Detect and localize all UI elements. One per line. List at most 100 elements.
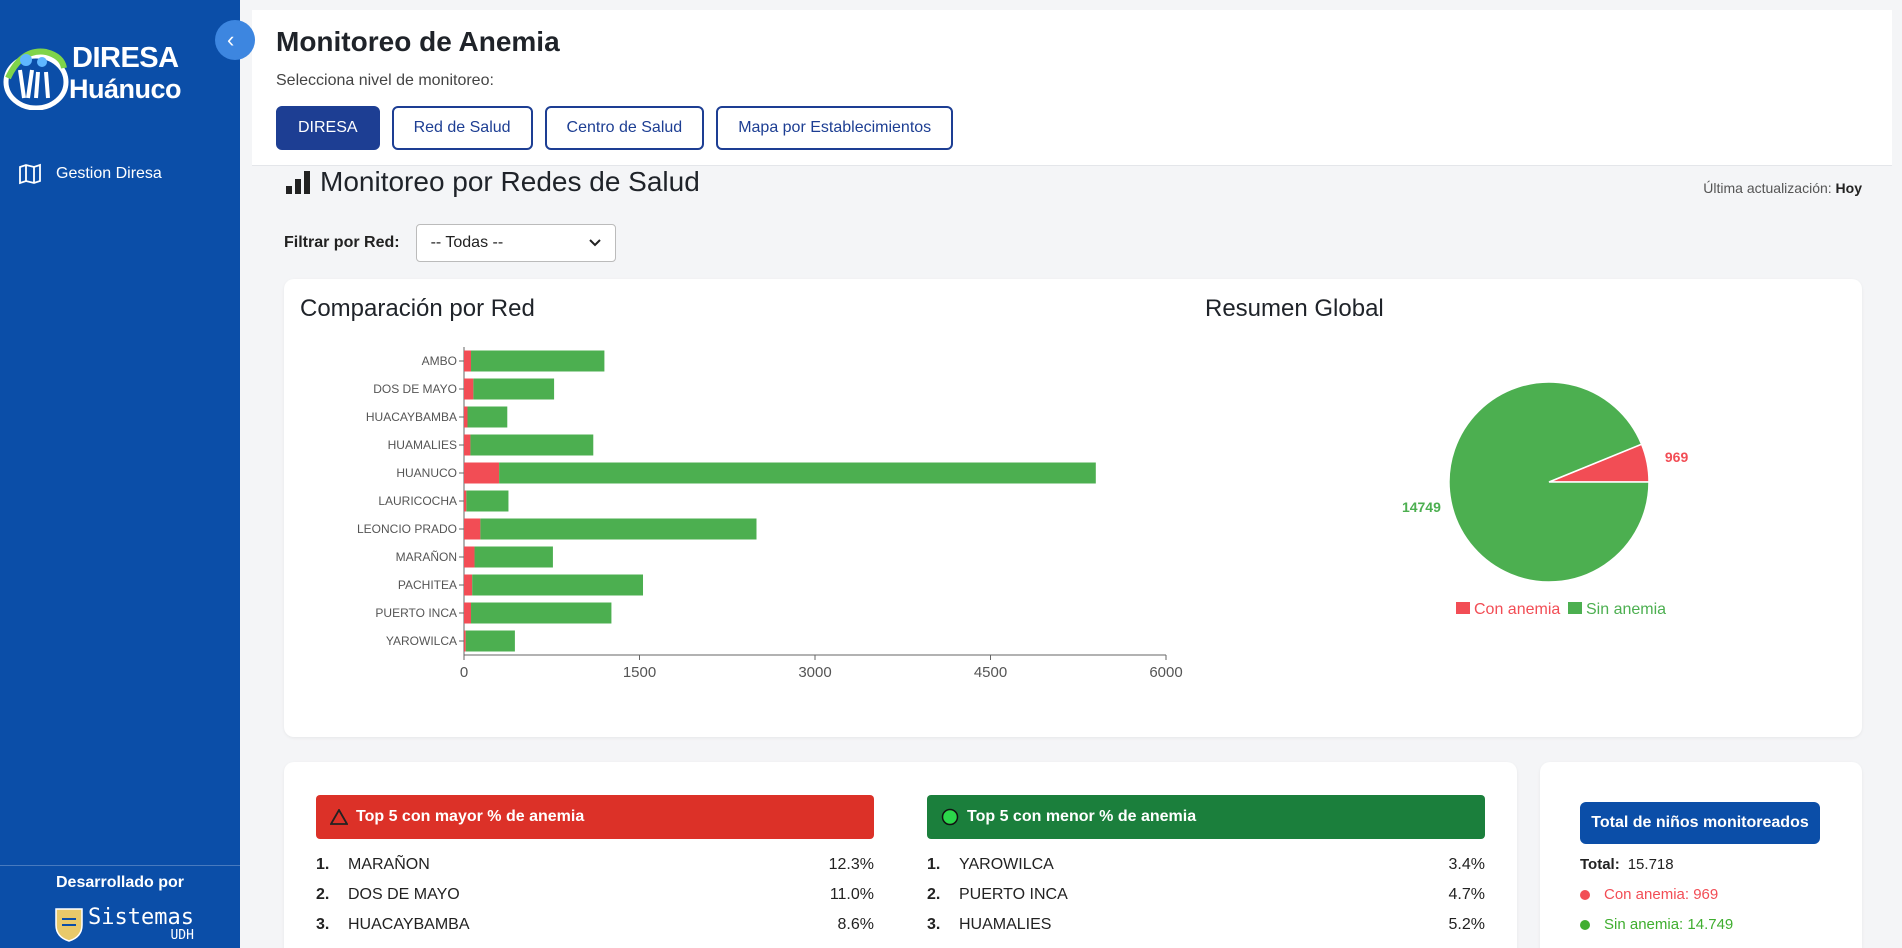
chevron-down-icon	[588, 239, 601, 247]
bar-sin-anemia[interactable]	[474, 546, 553, 568]
rank-name: YAROWILCA	[959, 856, 1054, 873]
pie-chart: 969 14749 Con anemia Sin anemia	[1402, 381, 1688, 618]
bar-con-anemia[interactable]	[464, 434, 471, 456]
total-label: Total:	[1580, 856, 1620, 873]
bar-chart: AMBO DOS DE MAYO HUACAYBAMBA HUAMALIES HUANU…	[357, 347, 1183, 681]
bar-con-anemia[interactable]	[464, 378, 474, 400]
y-tick-label: PACHITEA	[398, 578, 457, 592]
centro-de-salud-button[interactable]: Centro de Salud	[544, 106, 705, 150]
list-item: 3. HUAMALIES 5.2%	[927, 910, 1485, 940]
legend-label[interactable]: Sin anemia	[1586, 601, 1666, 618]
map-icon	[19, 163, 41, 185]
bar-sin-anemia[interactable]	[471, 350, 605, 372]
rank-value: 5.2%	[1448, 916, 1485, 933]
bar-sin-anemia[interactable]	[467, 406, 508, 428]
sin-anemia-dot-icon	[1580, 919, 1590, 930]
legend-swatch	[1568, 602, 1582, 614]
rank-number: 3.	[316, 916, 330, 933]
top-high-header: Top 5 con mayor % de anemia	[316, 795, 874, 839]
legend-label[interactable]: Con anemia	[1474, 601, 1560, 618]
y-tick-label: MARAÑON	[396, 550, 457, 564]
rank-name: DOS DE MAYO	[348, 886, 460, 903]
bar-sin-anemia[interactable]	[466, 490, 509, 512]
bar-sin-anemia[interactable]	[499, 462, 1096, 484]
bar-con-anemia[interactable]	[464, 546, 475, 568]
bar-sin-anemia[interactable]	[472, 574, 644, 596]
bar-con-anemia[interactable]	[464, 630, 466, 652]
total-anemia: Con anemia: 969	[1580, 886, 1718, 903]
list-item: 1. YAROWILCA 3.4%	[927, 850, 1485, 880]
bar-con-anemia[interactable]	[464, 574, 473, 596]
bar-chart-title: Comparación por Red	[300, 295, 535, 322]
last-updated-label: Última actualización:	[1703, 180, 1832, 196]
pie-data-label: 14749	[1402, 499, 1441, 515]
bar-con-anemia[interactable]	[464, 490, 467, 512]
bar-sin-anemia[interactable]	[471, 602, 612, 624]
bar-sin-anemia[interactable]	[480, 518, 757, 540]
rank-value: 12.3%	[828, 856, 874, 873]
sistemas-text: Sistemas	[88, 904, 194, 930]
list-item: 2. DOS DE MAYO 11.0%	[316, 880, 874, 910]
red-de-salud-button[interactable]: Red de Salud	[391, 106, 533, 150]
bar-sin-anemia[interactable]	[473, 378, 555, 400]
charts-card: Comparación por Red Resumen Global AMBO D…	[284, 279, 1862, 737]
y-tick-label: YAROWILCA	[386, 634, 457, 648]
totals-card: Total de niños monitoreados Total: 15.71…	[1540, 762, 1862, 948]
bar-con-anemia[interactable]	[464, 350, 472, 372]
last-updated-value: Hoy	[1835, 180, 1862, 196]
chevron-left-icon: ‹	[227, 27, 235, 52]
section-title-text: Monitoreo por Redes de Salud	[320, 166, 700, 197]
shield-icon	[55, 908, 83, 942]
red-filter-select[interactable]: -- Todas --	[415, 224, 616, 262]
rank-number: 1.	[927, 856, 941, 873]
total-sin-anemia-text: Sin anemia: 14.749	[1604, 916, 1734, 933]
x-tick-label: 4500	[974, 664, 1007, 681]
x-tick-label: 0	[460, 664, 468, 681]
y-tick-label: PUERTO INCA	[375, 606, 457, 620]
pie-chart-title: Resumen Global	[1205, 295, 1384, 322]
bar-con-anemia[interactable]	[464, 602, 472, 624]
y-tick-label: LAURICOCHA	[378, 494, 457, 508]
y-tick-label: HUAMALIES	[388, 438, 457, 452]
x-tick-label: 3000	[798, 664, 831, 681]
totals-header: Total de niños monitoreados	[1580, 802, 1820, 844]
bar-sin-anemia[interactable]	[465, 630, 515, 652]
top-low-header: Top 5 con menor % de anemia	[927, 795, 1485, 839]
page-title: Monitoreo de Anemia	[276, 26, 560, 57]
level-buttons: DIRESA Red de Salud Centro de Salud Mapa…	[276, 106, 954, 150]
mapa-establecimientos-button[interactable]: Mapa por Establecimientos	[716, 106, 954, 150]
bar-sin-anemia[interactable]	[470, 434, 594, 456]
filter-label: Filtrar por Red:	[284, 234, 400, 251]
total-sin-anemia: Sin anemia: 14.749	[1580, 916, 1733, 933]
pie-slice[interactable]	[1448, 381, 1650, 583]
collapse-sidebar-button[interactable]: ‹	[215, 20, 255, 60]
list-item: 3. HUACAYBAMBA 8.6%	[316, 910, 874, 940]
diresa-button[interactable]: DIRESA	[276, 106, 380, 150]
rank-number: 2.	[316, 886, 330, 903]
diresa-logo-icon	[3, 48, 69, 110]
last-updated: Última actualización: Hoy	[1703, 180, 1862, 196]
level-prompt: Selecciona nivel de monitoreo:	[276, 72, 494, 89]
bar-con-anemia[interactable]	[464, 462, 500, 484]
diresa-logo[interactable]: DIRESA Huánuco	[0, 32, 200, 112]
x-tick-label: 6000	[1149, 664, 1182, 681]
red-filter-value: -- Todas --	[430, 234, 504, 251]
rank-name: HUACAYBAMBA	[348, 916, 470, 933]
total-count: Total: 15.718	[1580, 856, 1674, 873]
bar-con-anemia[interactable]	[464, 406, 468, 428]
rank-number: 1.	[316, 856, 330, 873]
green-circle-icon	[941, 808, 959, 826]
sidebar-item-gestion-diresa[interactable]: Gestion Diresa	[18, 162, 162, 186]
bar-chart-icon	[286, 171, 310, 194]
filter-row: Filtrar por Red: -- Todas --	[284, 224, 616, 262]
top-high-list: 1. MARAÑON 12.3% 2. DOS DE MAYO 11.0% 3.…	[316, 850, 874, 940]
y-tick-label: AMBO	[422, 354, 457, 368]
y-tick-label: HUANUCO	[396, 466, 457, 480]
y-tick-label: HUACAYBAMBA	[366, 410, 457, 424]
section-title: Monitoreo por Redes de Salud	[284, 166, 700, 198]
rank-value: 4.7%	[1448, 886, 1485, 903]
list-item: 1. MARAÑON 12.3%	[316, 850, 874, 880]
rank-number: 3.	[927, 916, 941, 933]
sidebar-divider	[0, 865, 240, 866]
bar-con-anemia[interactable]	[464, 518, 481, 540]
